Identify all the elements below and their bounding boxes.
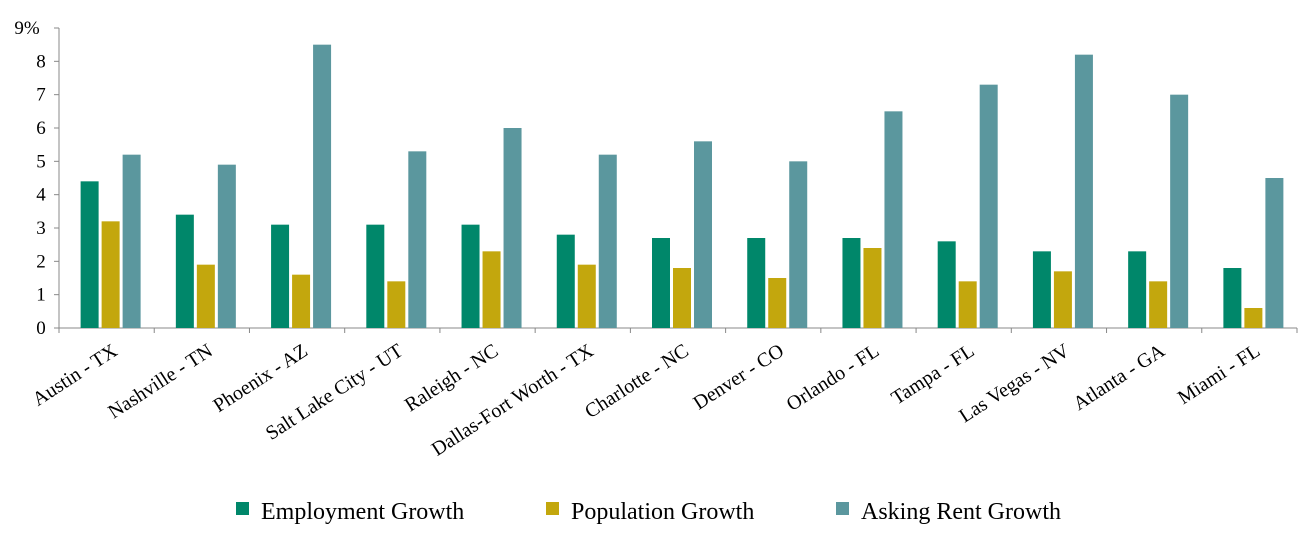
bar-asking-rent-growth	[408, 151, 427, 328]
y-tick-label: 7	[36, 85, 46, 106]
bar-employment-growth	[461, 224, 480, 328]
y-tick-label: 1	[36, 285, 46, 306]
bar-employment-growth	[366, 224, 385, 328]
bars	[80, 44, 1284, 329]
legend-label: Employment Growth	[261, 499, 464, 525]
bar-population-growth	[196, 264, 215, 328]
bar-asking-rent-growth	[1074, 54, 1093, 329]
bar-employment-growth	[1032, 251, 1051, 328]
bar-asking-rent-growth	[217, 164, 236, 328]
bar-population-growth	[1149, 281, 1168, 328]
bar-asking-rent-growth	[598, 154, 617, 328]
legend-swatch	[546, 502, 559, 515]
y-tick-label: 6	[36, 118, 46, 139]
bar-employment-growth	[175, 214, 194, 328]
bar-employment-growth	[80, 181, 99, 328]
legend-item: Asking Rent Growth	[836, 499, 1061, 525]
bar-population-growth	[1244, 308, 1263, 328]
bar-asking-rent-growth	[884, 111, 903, 328]
y-tick-label: 9%	[14, 18, 40, 39]
legend-swatch	[236, 502, 249, 515]
bar-employment-growth	[1128, 251, 1147, 328]
y-tick-label: 0	[36, 318, 46, 339]
y-tick-label: 3	[36, 218, 46, 239]
y-tick-label: 4	[36, 185, 46, 206]
x-tick-label: Miami - FL	[1174, 340, 1264, 409]
x-tick-label: Dallas-Fort Worth - TX	[428, 339, 598, 460]
legend-label: Asking Rent Growth	[861, 499, 1061, 525]
y-tick-label: 5	[36, 151, 46, 172]
legend-swatch	[836, 502, 849, 515]
bar-asking-rent-growth	[1265, 178, 1284, 328]
y-tick-label: 8	[36, 51, 46, 72]
x-tick-label: Charlotte - NC	[581, 340, 693, 423]
bar-employment-growth	[747, 238, 766, 328]
x-tick-label: Tampa - FL	[887, 340, 978, 410]
bar-population-growth	[387, 281, 406, 328]
bar-population-growth	[292, 274, 311, 328]
x-tick-label: Austin - TX	[29, 339, 122, 410]
bar-employment-growth	[652, 238, 670, 328]
y-tick-label: 2	[36, 251, 46, 272]
bar-employment-growth	[556, 234, 575, 328]
legend: Employment Growth Population Growth Asking…	[236, 499, 1061, 525]
y-axis: 0 1 2 3 4 5 6 7 8 9%	[14, 18, 60, 339]
bar-employment-growth	[271, 224, 290, 328]
bar-population-growth	[577, 264, 596, 328]
bar-asking-rent-growth	[313, 44, 332, 329]
x-tick-label: Denver - CO	[689, 340, 788, 415]
bar-employment-growth	[937, 241, 956, 328]
legend-item: Employment Growth	[236, 499, 464, 525]
bar-population-growth	[482, 251, 501, 328]
bar-population-growth	[673, 268, 691, 328]
bar-population-growth	[863, 248, 882, 328]
legend-item: Population Growth	[546, 499, 754, 525]
bar-asking-rent-growth	[503, 128, 522, 328]
bar-population-growth	[1053, 271, 1072, 328]
bar-employment-growth	[1223, 268, 1242, 328]
bar-asking-rent-growth	[1170, 94, 1189, 329]
bar-population-growth	[958, 281, 977, 328]
bar-asking-rent-growth	[789, 161, 808, 328]
x-tick-label: Orlando - FL	[783, 340, 884, 416]
bar-asking-rent-growth	[694, 141, 712, 328]
x-tick-label: Atlanta - GA	[1069, 339, 1169, 415]
bar-population-growth	[101, 221, 120, 328]
bar-asking-rent-growth	[122, 154, 141, 328]
x-tick-label: Nashville - TN	[104, 340, 216, 424]
legend-label: Population Growth	[571, 499, 754, 525]
bar-population-growth	[768, 278, 787, 328]
bar-employment-growth	[842, 238, 861, 328]
bar-asking-rent-growth	[979, 84, 998, 329]
